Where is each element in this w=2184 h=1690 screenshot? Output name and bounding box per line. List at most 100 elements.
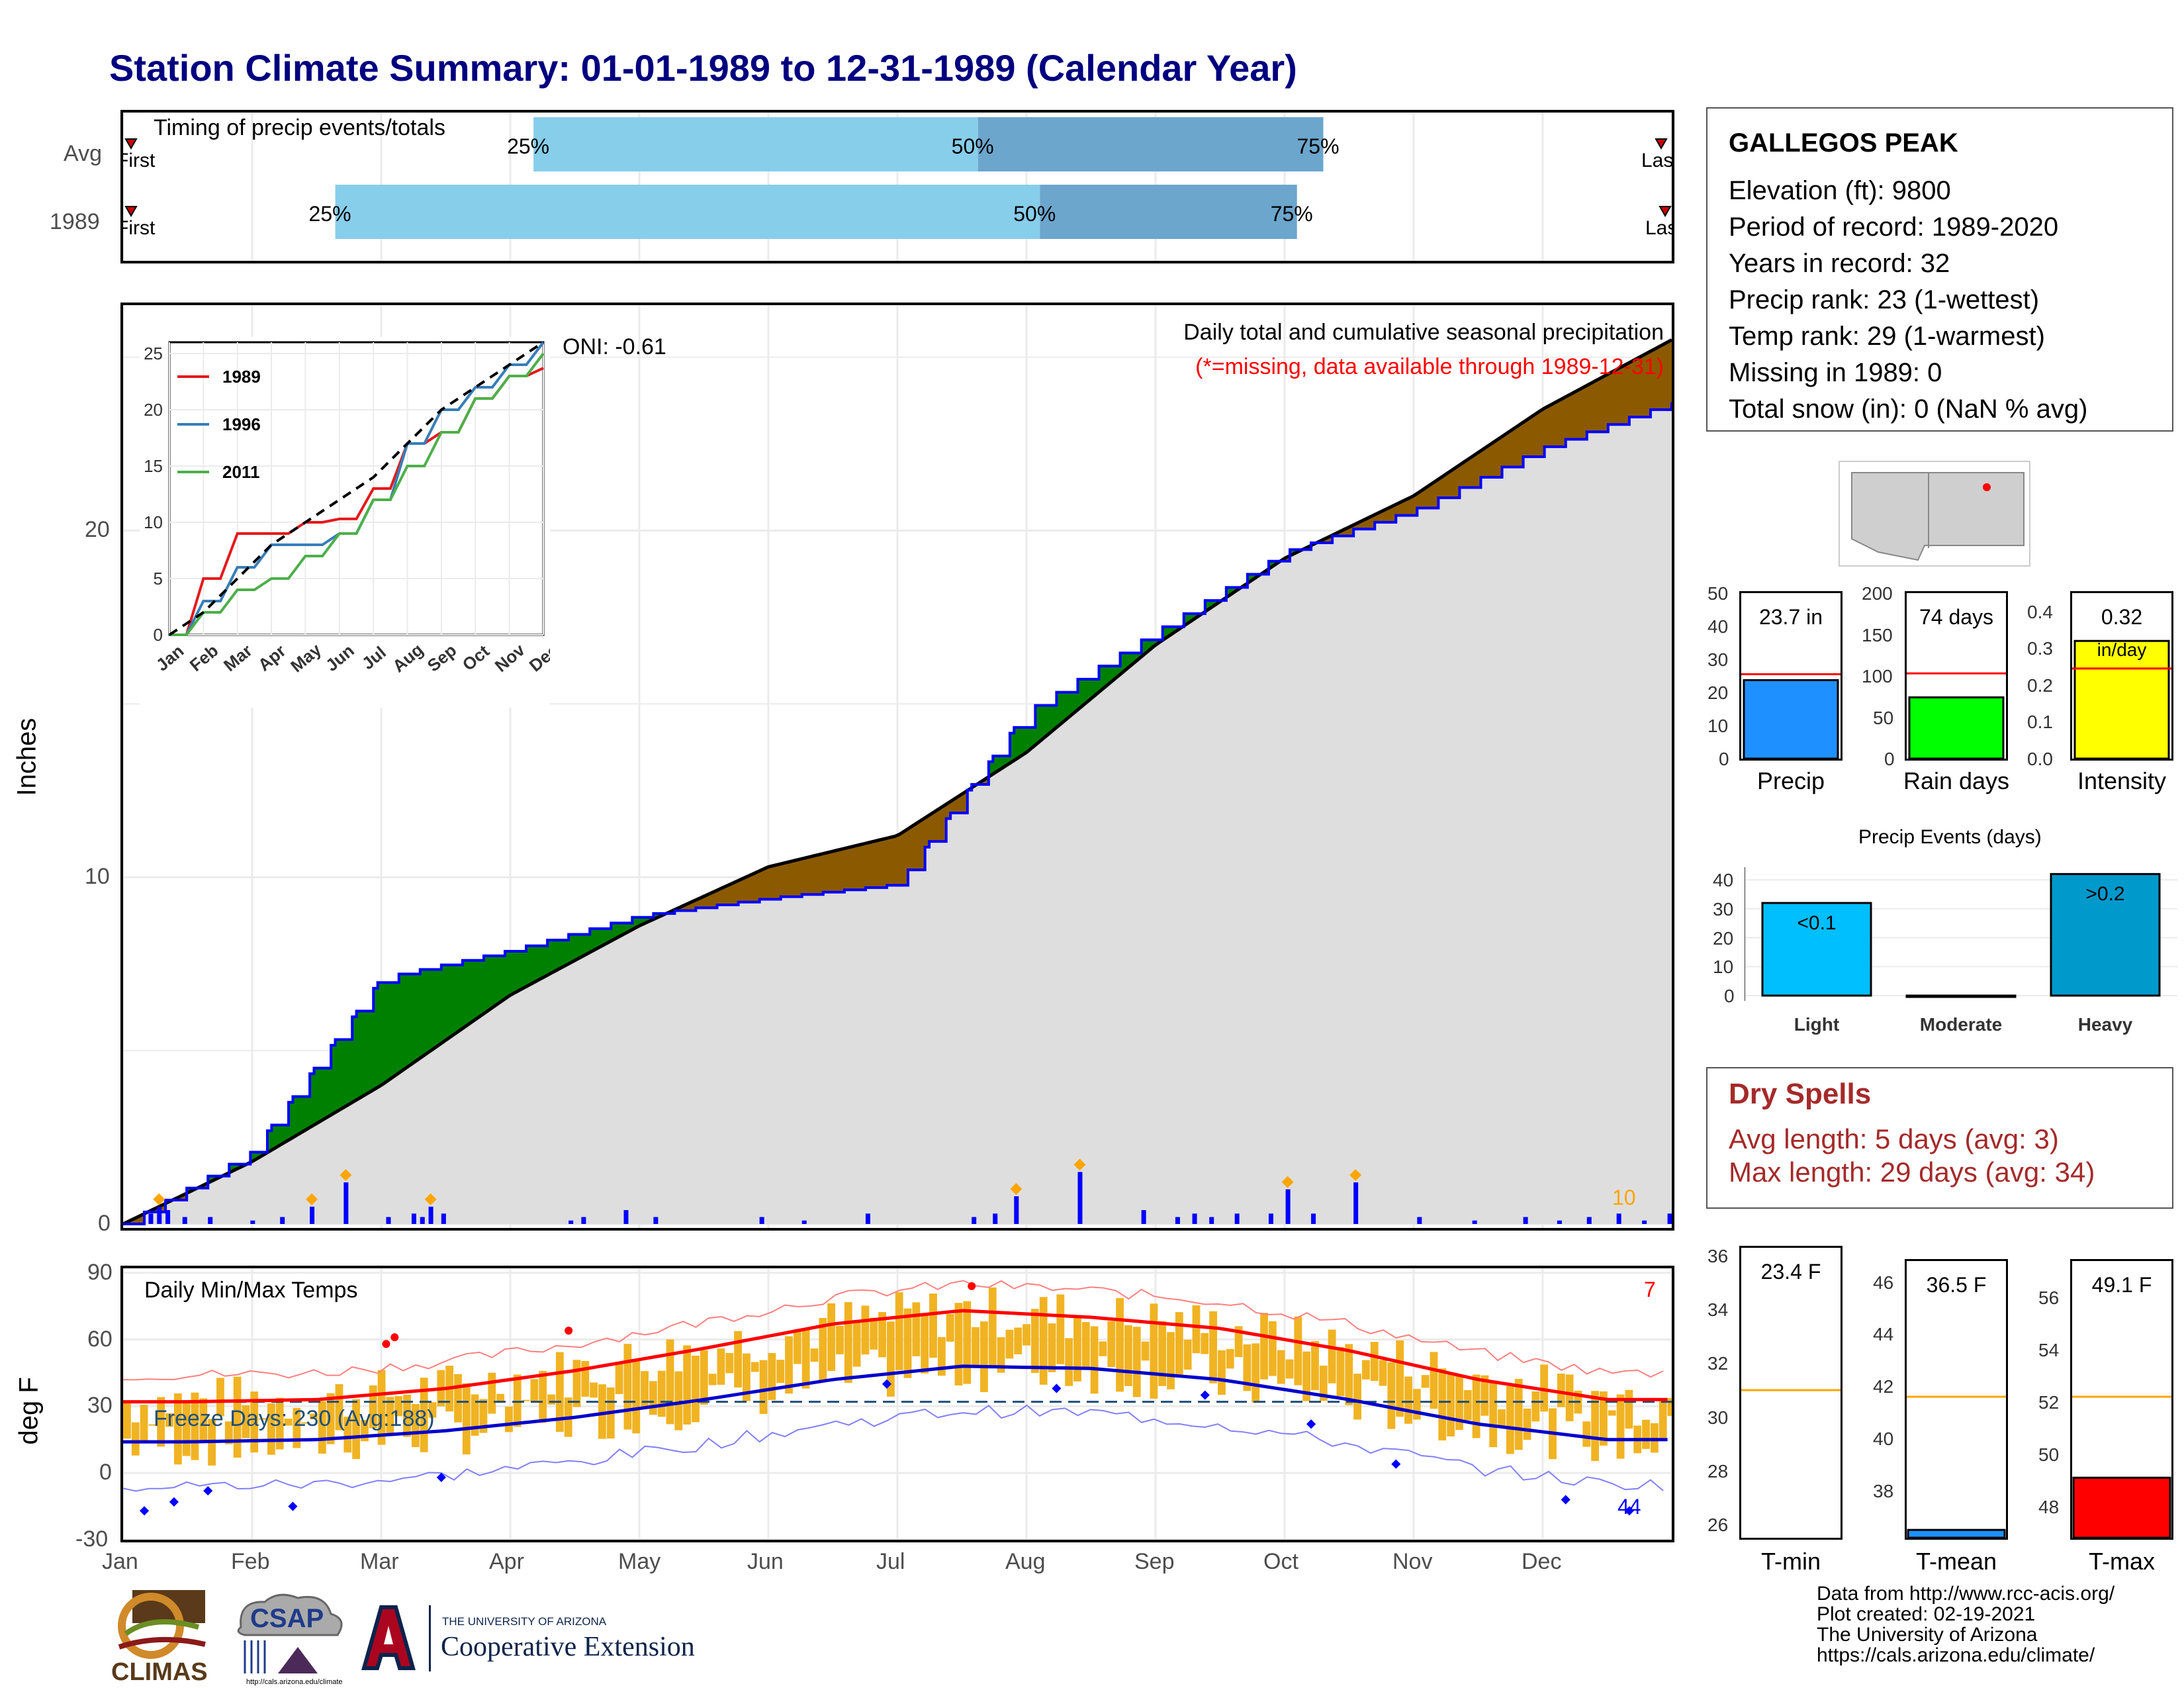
timing-last-marker (1659, 206, 1672, 218)
climas-logo: CLIMAS (106, 1587, 218, 1687)
summary-category-label: Precip (1756, 767, 1825, 794)
temp-range-bar (1014, 1327, 1023, 1354)
temp-summary-ytick: 32 (1707, 1353, 1729, 1374)
temp-range-bar (725, 1352, 734, 1374)
temp-summary-label: 23.4 F (1760, 1260, 1821, 1284)
temp-ytick: 30 (87, 1393, 113, 1419)
temp-summary-ytick: 30 (1707, 1407, 1729, 1428)
summary-ytick: 50 (1707, 583, 1729, 604)
temp-summary-panel-2: 49.1 F (2070, 1259, 2175, 1540)
daily-precip-marker (306, 1193, 318, 1205)
daily-precip-marker (1281, 1176, 1294, 1188)
temp-range-bar (776, 1360, 785, 1384)
temp-range-bar (1302, 1351, 1311, 1401)
dry-spells-avg: Avg length: 5 days (avg: 3) (1729, 1123, 2059, 1154)
temp-range-bar (369, 1385, 377, 1429)
temp-range-bar (861, 1305, 870, 1355)
temp-range-bar (522, 1399, 530, 1401)
daily-precip-bar (759, 1217, 764, 1224)
temp-range-bar (1116, 1297, 1124, 1392)
record-high-marker (565, 1327, 573, 1335)
temp-range-bar (1430, 1352, 1438, 1409)
month-tick-label: Dec (1522, 1549, 1562, 1574)
temp-range-bar (547, 1394, 555, 1405)
month-tick-label: Jun (747, 1549, 784, 1574)
temp-range-bar (793, 1329, 801, 1364)
temp-range-bar (1039, 1297, 1048, 1385)
temp-range-bar (946, 1313, 954, 1342)
daily-precip-marker (1349, 1169, 1362, 1182)
temp-range-bar (165, 1413, 173, 1427)
month-tick-label: Feb (231, 1549, 270, 1574)
temp-range-bar (310, 1413, 318, 1419)
daily-precip-bar (1268, 1213, 1273, 1224)
csap-text: CSAP (250, 1604, 324, 1633)
events-bar (1905, 994, 2017, 998)
station-period: Period of record: 1989-2020 (1729, 212, 2059, 242)
station-snow: Total snow (in): 0 (NaN % avg) (1729, 395, 2088, 424)
timing-label: Timing of precip events/totals (154, 115, 445, 140)
temp-range-bar (1396, 1340, 1404, 1417)
temp-range-bar (1107, 1321, 1116, 1368)
daily-precip-bar (653, 1217, 659, 1224)
inset-series-line (169, 352, 545, 636)
temp-panel: Daily Min/Max Temps Freeze Days: 230 (Av… (120, 1266, 1674, 1542)
summary-ytick: 50 (1873, 707, 1894, 728)
footer-created: Plot created: 02-19-2021 (1817, 1603, 2036, 1625)
temp-range-bar (199, 1398, 208, 1442)
timing-pct-label: 75% (1271, 202, 1313, 226)
record-high-line (123, 1280, 1664, 1381)
ua-logo (359, 1602, 418, 1675)
temp-range-bar (954, 1303, 963, 1385)
temp-range-bar (844, 1302, 852, 1384)
temp-range-bar (1565, 1374, 1574, 1421)
temp-range-bar (1023, 1324, 1030, 1346)
daily-precip-bar (972, 1217, 977, 1224)
temp-range-bar (717, 1348, 725, 1385)
month-tick-label: Apr (489, 1549, 524, 1574)
record-low-marker (1561, 1495, 1570, 1505)
temp-summary-bar-fill (2072, 1476, 2171, 1539)
temp-range-bar (1251, 1343, 1260, 1403)
timing-bar-q1 (533, 117, 978, 171)
temp-range-bar (785, 1336, 793, 1394)
temp-range-bar (1531, 1391, 1540, 1422)
temp-range-bar (1132, 1327, 1141, 1397)
temp-range-bar (632, 1361, 641, 1434)
summary-bar-fill (2073, 639, 2170, 760)
temp-summary-category-label: T-min (1761, 1548, 1821, 1575)
temp-summary-bar-fill (1907, 1528, 2006, 1539)
temp-range-bar (683, 1345, 692, 1425)
summary-ytick: 0.3 (2027, 638, 2053, 659)
summary-bar-panel-0: 23.7 in (1739, 591, 1844, 761)
temp-range-bar (1319, 1365, 1328, 1401)
temp-range-bar (1642, 1419, 1650, 1449)
temp-range-bar (641, 1371, 649, 1409)
inset-legend-label: 1996 (222, 414, 261, 434)
temp-range-bar (1404, 1376, 1412, 1424)
temp-range-bar (1141, 1341, 1150, 1361)
temp-range-bar (895, 1292, 903, 1370)
month-tick-label: Aug (1005, 1549, 1046, 1574)
daily-precip-bar (581, 1217, 586, 1224)
temp-range-bar (590, 1382, 598, 1398)
temp-range-bar (572, 1360, 581, 1407)
temp-range-bar (870, 1317, 878, 1350)
temp-range-bar (997, 1337, 1005, 1373)
temp-range-bar (1336, 1346, 1345, 1397)
temp-range-bar (326, 1393, 335, 1444)
temp-summary-ytick: 36 (1707, 1246, 1729, 1267)
temp-range-bar (1218, 1350, 1226, 1395)
temp-range-bar (1667, 1398, 1672, 1417)
inset-ytick: 5 (154, 569, 163, 588)
daily-precip-bar (865, 1213, 870, 1224)
temp-range-bar (1124, 1325, 1132, 1386)
temp-range-bar (1659, 1399, 1667, 1438)
freeze-days-label: Freeze Days: 230 (Avg:188) (154, 1406, 435, 1431)
temp-range-bar (1209, 1311, 1218, 1384)
temp-summary-ytick: 34 (1707, 1299, 1729, 1321)
temp-range-bar (674, 1371, 683, 1431)
temp-summary-ytick: 56 (2038, 1288, 2060, 1309)
timing-last-label: Last (1641, 150, 1672, 171)
events-ytick: 40 (1713, 870, 1734, 891)
